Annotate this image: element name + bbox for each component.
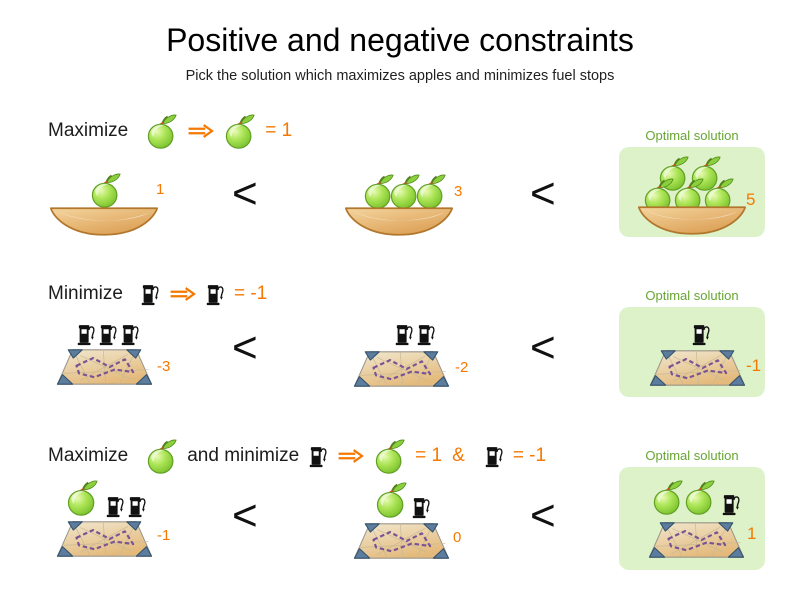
score-value: -3 bbox=[157, 358, 171, 375]
score-value: 5 bbox=[746, 190, 756, 209]
fuel-pump-icon bbox=[417, 323, 435, 346]
fuel-pump-icon bbox=[106, 495, 124, 518]
route-map-icon bbox=[350, 348, 453, 390]
row3-verb2: and minimize bbox=[187, 445, 300, 466]
row3-verb: Maximize bbox=[48, 445, 129, 466]
score-value: 1 bbox=[747, 524, 757, 543]
fuel-pump-icon bbox=[395, 323, 413, 346]
apple-icon bbox=[415, 174, 446, 209]
implies-arrow-icon bbox=[187, 123, 214, 139]
optimal-solution-label: Optimal solution bbox=[645, 128, 739, 143]
route-map-icon bbox=[646, 347, 749, 389]
apple-icon bbox=[146, 439, 177, 474]
apple-icon bbox=[684, 480, 715, 515]
fuel-pump-icon bbox=[77, 323, 95, 346]
optimal-solution-5-apples: 5 bbox=[619, 147, 765, 237]
apple-icon bbox=[224, 114, 255, 149]
fuel-pump-icon bbox=[121, 323, 139, 346]
solution-1-apple-bowl: 1 bbox=[46, 162, 216, 240]
solution-3-fuel-stops: -3 bbox=[46, 318, 216, 396]
bowl-icon bbox=[343, 206, 455, 237]
optimal-solution-2-apples-1-fuel: 1 bbox=[619, 467, 765, 570]
fuel-pump-icon bbox=[412, 496, 430, 519]
score-value: 3 bbox=[454, 183, 463, 200]
fuel-pump-icon bbox=[722, 493, 740, 516]
apple-icon bbox=[375, 482, 407, 518]
route-map-icon bbox=[53, 518, 156, 560]
fuel-pump-icon bbox=[206, 283, 224, 306]
implies-arrow-icon bbox=[337, 448, 364, 464]
page-subtitle: Pick the solution which maximizes apples… bbox=[185, 68, 615, 84]
apple-icon bbox=[374, 439, 405, 474]
bowl-icon bbox=[636, 205, 748, 236]
row1-equation: = 1 bbox=[265, 120, 293, 141]
score-value: -2 bbox=[455, 359, 469, 376]
fuel-pump-icon bbox=[485, 445, 503, 468]
row3-equation2: = -1 bbox=[512, 445, 547, 466]
score-value: 0 bbox=[453, 529, 462, 546]
fuel-pump-icon bbox=[692, 323, 710, 346]
optimal-solution-label: Optimal solution bbox=[645, 448, 739, 463]
score-value: -1 bbox=[157, 527, 171, 544]
page-title: Positive and negative constraints bbox=[166, 22, 634, 58]
fuel-pump-icon bbox=[128, 495, 146, 518]
implies-arrow-icon bbox=[169, 286, 196, 302]
less-than-symbol: < bbox=[530, 323, 556, 372]
fuel-pump-icon bbox=[141, 283, 159, 306]
route-map-icon bbox=[53, 346, 156, 388]
row2-equation: = -1 bbox=[233, 283, 268, 304]
less-than-symbol: < bbox=[530, 491, 556, 540]
solution-1-apple-1-fuel: 0 bbox=[341, 476, 511, 571]
fuel-pump-icon bbox=[309, 445, 327, 468]
row2-header: Minimize = -1 bbox=[48, 274, 267, 314]
row1-verb: Maximize bbox=[48, 120, 129, 141]
apple-icon bbox=[652, 480, 683, 515]
less-than-symbol: < bbox=[232, 169, 258, 218]
score-value: 1 bbox=[156, 181, 165, 198]
optimal-solution-label: Optimal solution bbox=[645, 288, 739, 303]
apple-icon bbox=[90, 173, 121, 208]
row3-header: Maximize and minimize = 1 & = -1 bbox=[48, 436, 546, 476]
optimal-solution-1-fuel-stop: -1 bbox=[619, 307, 765, 397]
apple-icon bbox=[146, 114, 177, 149]
row1-header: Maximize = 1 bbox=[48, 111, 292, 151]
fuel-pump-icon bbox=[99, 323, 117, 346]
less-than-symbol: < bbox=[232, 491, 258, 540]
row2-verb: Minimize bbox=[48, 283, 123, 304]
route-map-icon bbox=[350, 520, 453, 562]
solution-3-apple-bowl: 3 bbox=[341, 162, 511, 240]
route-map-icon bbox=[645, 519, 748, 561]
ampersand-symbol: & bbox=[452, 445, 465, 466]
apple-icon bbox=[66, 480, 98, 516]
solution-2-fuel-stops: -2 bbox=[341, 318, 511, 396]
row3-equation1: = 1 bbox=[415, 445, 443, 466]
solution-1-apple-2-fuel: -1 bbox=[46, 476, 216, 571]
bowl-icon bbox=[48, 206, 160, 237]
less-than-symbol: < bbox=[232, 323, 258, 372]
less-than-symbol: < bbox=[530, 169, 556, 218]
score-value: -1 bbox=[746, 356, 762, 375]
